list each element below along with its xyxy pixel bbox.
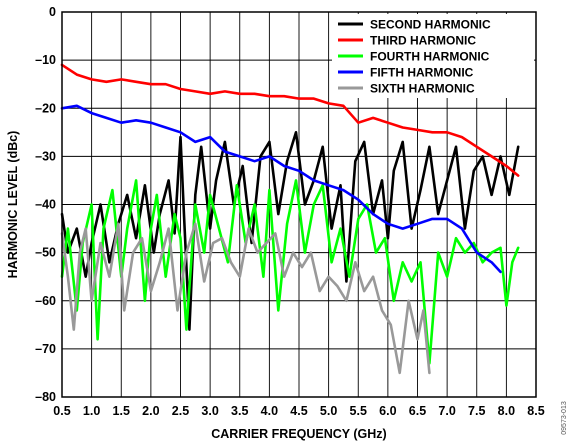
x-tick-label: 0.5 <box>53 404 70 418</box>
series-line-fifth-harmonic <box>60 104 502 274</box>
series-line-sixth-harmonic <box>60 222 431 375</box>
x-tick-label: 3.5 <box>231 404 248 418</box>
y-tick-label: –70 <box>35 342 56 356</box>
y-tick-label: –40 <box>35 198 56 212</box>
x-tick-label: 1.0 <box>83 404 100 418</box>
plot-frame <box>61 11 537 398</box>
y-tick-label: –50 <box>35 246 56 260</box>
x-tick-labels: 0.5 1.0 1.5 2.0 2.5 3.0 3.5 4.0 4.5 5.0 5.5 6.0 6.5 7… <box>53 404 544 418</box>
x-tick-label: 6.5 <box>409 404 426 418</box>
y-tick-labels: 0 –10 –20 –30 –40 –50 –60 –70 –80 <box>35 5 56 404</box>
x-tick-label: 8.0 <box>498 404 515 418</box>
x-tick-label: 7.0 <box>438 404 455 418</box>
y-tick-label: –10 <box>35 53 56 67</box>
legend-label: FIFTH HARMONIC <box>370 66 474 80</box>
series-lines <box>60 63 520 375</box>
y-tick-label: –60 <box>35 294 56 308</box>
legend-label: SECOND HARMONIC <box>370 18 491 32</box>
x-tick-label: 5.5 <box>350 404 367 418</box>
y-tick-label: –20 <box>35 101 56 115</box>
series-line-third-harmonic <box>60 63 520 177</box>
legend-label: SIXTH HARMONIC <box>370 82 475 96</box>
x-tick-label: 4.0 <box>261 404 278 418</box>
y-tick-label: –80 <box>35 390 56 404</box>
x-tick-label: 4.5 <box>290 404 307 418</box>
x-tick-label: 2.0 <box>142 404 159 418</box>
y-axis-label: HARMONIC LEVEL (dBc) <box>6 131 20 279</box>
x-tick-label: 7.5 <box>468 404 485 418</box>
x-axis-label: CARRIER FREQUENCY (GHz) <box>211 427 386 441</box>
legend-label: FOURTH HARMONIC <box>370 50 490 64</box>
legend-background <box>332 14 534 98</box>
legend-label: THIRD HARMONIC <box>370 34 476 48</box>
series-line-fourth-harmonic <box>60 179 520 365</box>
x-tick-label: 5.0 <box>320 404 337 418</box>
legend: SECOND HARMONIC THIRD HARMONIC FOURTH HARM… <box>338 18 491 96</box>
x-tick-label: 2.5 <box>172 404 189 418</box>
y-tick-label: 0 <box>49 5 56 19</box>
x-tick-label: 8.5 <box>527 404 544 418</box>
figure-id: 09573-013 <box>561 401 568 435</box>
x-tick-label: 6.0 <box>379 404 396 418</box>
y-tick-label: –30 <box>35 149 56 163</box>
x-tick-label: 3.0 <box>201 404 218 418</box>
series-line-second-harmonic <box>60 131 520 331</box>
x-tick-label: 1.5 <box>113 404 130 418</box>
